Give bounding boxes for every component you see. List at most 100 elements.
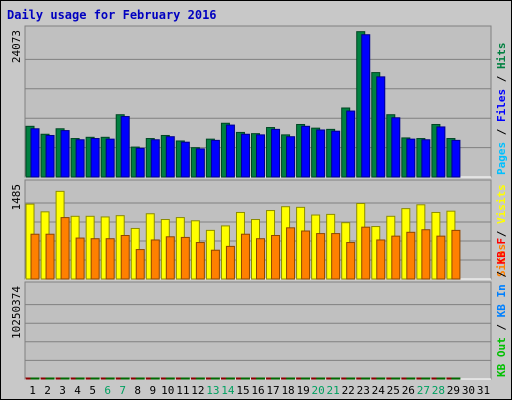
x-tick-label-day-5: 5: [89, 384, 96, 397]
bar-files-day-9: [150, 139, 160, 178]
bar-files-day-28: [436, 126, 446, 178]
x-tick-label-day-28: 28: [432, 384, 445, 397]
panel-kbytes: [24, 281, 492, 380]
bar-kb-out-day-28: [436, 377, 446, 380]
bar-sites-day-11: [180, 236, 190, 280]
bar-kb-out-day-12: [195, 377, 205, 380]
x-tick-label-day-10: 10: [161, 384, 174, 397]
bar-files-day-11: [180, 141, 190, 178]
bar-files-day-7: [120, 116, 130, 178]
bar-kb-out-day-25: [391, 377, 401, 380]
bar-sites-day-23: [361, 226, 371, 280]
legend-item: Files: [495, 89, 508, 122]
legend-visits: Sites / Visits: [495, 184, 508, 277]
bar-files-day-21: [331, 130, 341, 178]
bar-sites-day-21: [331, 233, 341, 280]
x-tick-label-day-16: 16: [251, 384, 264, 397]
bar-files-day-1: [30, 128, 40, 178]
x-tick-label-day-29: 29: [447, 384, 460, 397]
bar-kb-out-day-26: [406, 377, 416, 380]
bar-sites-day-27: [421, 229, 431, 280]
bar-kb-out-day-24: [376, 377, 386, 380]
legend-item: /: [495, 324, 508, 331]
bar-kb-out-day-23: [361, 377, 371, 380]
bar-files-day-17: [271, 128, 281, 178]
bar-sites-day-22: [346, 242, 356, 280]
bar-sites-day-6: [105, 238, 115, 280]
bar-files-day-22: [346, 110, 356, 178]
x-tick-label-day-1: 1: [29, 384, 36, 397]
bar-kb-out-day-20: [316, 377, 326, 380]
bar-kb-out-day-5: [90, 377, 100, 380]
legend-item: Hits: [495, 43, 508, 70]
x-tick-label-day-22: 22: [342, 384, 355, 397]
x-tick-label-day-6: 6: [104, 384, 111, 397]
bar-files-day-4: [75, 139, 85, 178]
x-tick-label-day-2: 2: [44, 384, 51, 397]
x-tick-label-day-31: 31: [477, 384, 490, 397]
bar-sites-day-10: [165, 236, 175, 280]
legend-requests: Pages / Files / Hits: [495, 43, 508, 176]
bar-kb-out-day-13: [210, 377, 220, 380]
bar-kb-out-day-17: [271, 377, 281, 380]
bar-sites-day-15: [240, 233, 250, 280]
bar-sites-day-20: [316, 233, 326, 280]
bar-sites-day-29: [451, 229, 461, 280]
chart-title: Daily usage for February 2016: [7, 8, 217, 22]
x-tick-label-day-18: 18: [281, 384, 294, 397]
bar-kb-out-day-29: [451, 377, 461, 380]
bar-sites-day-16: [256, 238, 265, 280]
bar-sites-day-25: [391, 235, 401, 280]
x-tick-label-day-12: 12: [191, 384, 204, 397]
bar-sites-day-4: [75, 237, 85, 280]
bar-sites-day-14: [225, 245, 235, 280]
y-max-label: 10250374: [10, 286, 23, 339]
x-tick-label-day-15: 15: [236, 384, 249, 397]
bar-files-day-27: [421, 139, 431, 178]
bar-sites-day-8: [135, 249, 145, 280]
bar-kb-out-day-6: [105, 377, 115, 380]
bar-files-day-10: [165, 136, 175, 178]
bar-sites-day-24: [376, 239, 386, 280]
bar-kb-out-day-14: [225, 377, 235, 380]
bar-sites-day-28: [436, 235, 446, 280]
x-tick-label-day-24: 24: [372, 384, 386, 397]
bar-files-day-24: [376, 76, 386, 178]
bar-sites-day-26: [406, 231, 416, 280]
bar-kb-out-day-8: [135, 377, 145, 380]
bar-kb-out-day-11: [180, 377, 190, 380]
legend-item: /: [495, 128, 508, 135]
bar-files-day-2: [45, 134, 55, 178]
legend-item: /: [495, 271, 508, 278]
x-tick-label-day-11: 11: [176, 384, 189, 397]
bar-kb-out-day-22: [346, 377, 356, 380]
bar-files-day-20: [316, 129, 326, 178]
bar-kb-out-day-16: [256, 377, 265, 380]
bar-files-day-29: [451, 139, 461, 178]
bar-kb-out-day-3: [60, 377, 70, 380]
bar-files-day-23: [361, 34, 371, 178]
bar-sites-day-12: [195, 242, 205, 280]
x-tick-label-day-21: 21: [327, 384, 340, 397]
bar-sites-day-3: [60, 217, 70, 280]
x-tick-label-day-30: 30: [462, 384, 475, 397]
x-tick-label-day-25: 25: [387, 384, 400, 397]
bar-sites-day-18: [286, 227, 296, 280]
x-tick-label-day-19: 19: [296, 384, 309, 397]
bar-sites-day-5: [90, 238, 100, 280]
bar-sites-day-2: [45, 233, 55, 280]
bar-files-day-6: [105, 138, 115, 178]
x-tick-label-day-14: 14: [221, 384, 235, 397]
x-tick-label-day-3: 3: [59, 384, 66, 397]
bar-sites-day-7: [120, 234, 130, 280]
bar-kb-out-day-9: [150, 377, 160, 380]
bar-files-day-26: [406, 138, 416, 178]
legend-item: Visits: [495, 184, 508, 224]
bar-files-day-5: [90, 138, 100, 178]
y-max-label: 1485: [10, 184, 23, 211]
legend-item: KB Out: [495, 337, 508, 377]
bar-files-day-25: [391, 117, 401, 178]
bar-files-day-12: [195, 148, 205, 178]
x-tick-label-day-20: 20: [312, 384, 325, 397]
